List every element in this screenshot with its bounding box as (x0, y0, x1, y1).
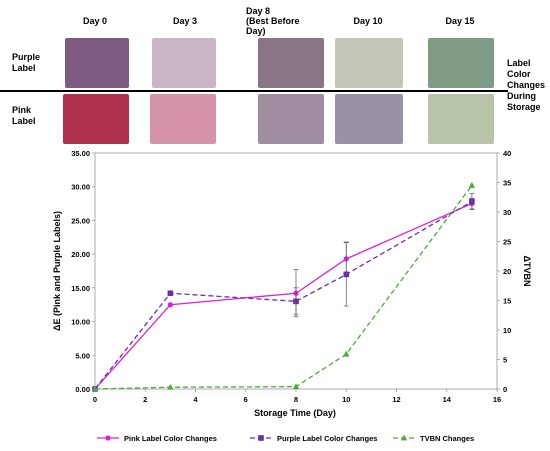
swatch-pink-day15 (428, 94, 494, 144)
x-tick-label: 0 (93, 395, 97, 404)
data-point (293, 298, 299, 305)
data-point (343, 350, 350, 357)
x-tick-label: 4 (193, 395, 198, 404)
y2-tick-label: 40 (503, 149, 511, 158)
swatch-pink-day3 (150, 94, 216, 144)
swatch-purple-day0 (65, 38, 129, 88)
y-tick-label: 0.00 (75, 385, 90, 394)
series-line (94, 202, 473, 390)
y2-tick-label: 25 (503, 238, 511, 247)
y-axis-label: ΔE (Pink and Purple Labels) (52, 211, 62, 331)
side-label: Label Color Changes During Storage (507, 58, 546, 112)
swatch-purple-day15 (428, 38, 494, 88)
purple-row-label: Purple Label (12, 52, 41, 73)
day-0-label: Day 0 (82, 16, 108, 26)
data-point (167, 383, 174, 390)
legend-label: Purple Label Color Changes (277, 434, 377, 443)
swatch-pink-day10 (335, 94, 403, 144)
y2-tick-label: 20 (503, 267, 511, 276)
series-1 (92, 193, 475, 392)
x-tick-label: 8 (294, 395, 298, 404)
x-tick-label: 2 (143, 395, 147, 404)
series-2 (91, 182, 476, 392)
data-point (167, 302, 173, 308)
row-divider (0, 90, 508, 92)
swatch-pink-day8 (258, 94, 324, 144)
swatch-purple-day10 (335, 38, 403, 88)
y-tick-label: 30.00 (71, 183, 90, 192)
y-tick-label: 10.00 (71, 318, 90, 327)
legend-marker (400, 434, 408, 441)
legend-marker (258, 435, 264, 441)
y2-tick-label: 30 (503, 208, 511, 217)
day-3-label: Day 3 (172, 16, 198, 26)
data-point (91, 385, 99, 392)
day-15-label: Day 15 (445, 16, 475, 26)
chart-legend: Pink Label Color Changes Purple Label Col… (97, 434, 474, 443)
data-point (292, 383, 300, 390)
day-8-label: Day 8 (Best Before Day) (246, 6, 300, 36)
data-point (469, 198, 475, 205)
day-10-label: Day 10 (353, 16, 383, 26)
legend-label: Pink Label Color Changes (124, 434, 217, 443)
x-tick-label: 16 (493, 395, 501, 404)
y2-tick-label: 10 (503, 326, 511, 335)
data-point (468, 182, 476, 188)
y-tick-label: 5.00 (75, 351, 90, 360)
pink-row-label: Pink Label (12, 105, 36, 126)
y-tick-label: 25.00 (71, 216, 90, 225)
x-tick-label: 10 (342, 395, 350, 404)
chart-axes: 0 2 4 6 8 10 12 14 16 0.00 5.00 10.00 15.00 20.00 25.0… (71, 149, 511, 404)
y2-tick-label: 35 (503, 179, 511, 188)
y-tick-label: 15.00 (71, 284, 90, 293)
legend-label: TVBN Changes (420, 434, 474, 443)
y2-tick-label: 5 (503, 356, 507, 365)
y2-axis-label: ΔTVBN (522, 256, 532, 287)
x-tick-label: 14 (443, 395, 452, 404)
series-line (94, 200, 473, 390)
swatch-pink-day0 (63, 94, 129, 144)
series-line (94, 185, 473, 390)
legend-marker (105, 435, 111, 441)
chart-series (91, 182, 476, 392)
y2-tick-label: 15 (503, 297, 511, 306)
x-tick-label: 6 (244, 395, 248, 404)
x-tick-label: 12 (392, 395, 400, 404)
swatch-purple-day8 (258, 38, 324, 88)
series-0 (92, 197, 475, 392)
x-axis-label: Storage Time (Day) (254, 408, 336, 418)
y-tick-label: 20.00 (71, 250, 90, 259)
y2-tick-label: 0 (503, 385, 507, 394)
data-point (167, 290, 174, 297)
swatch-purple-day3 (152, 38, 216, 88)
y-tick-label: 35.00 (71, 149, 90, 158)
data-point (343, 271, 350, 278)
